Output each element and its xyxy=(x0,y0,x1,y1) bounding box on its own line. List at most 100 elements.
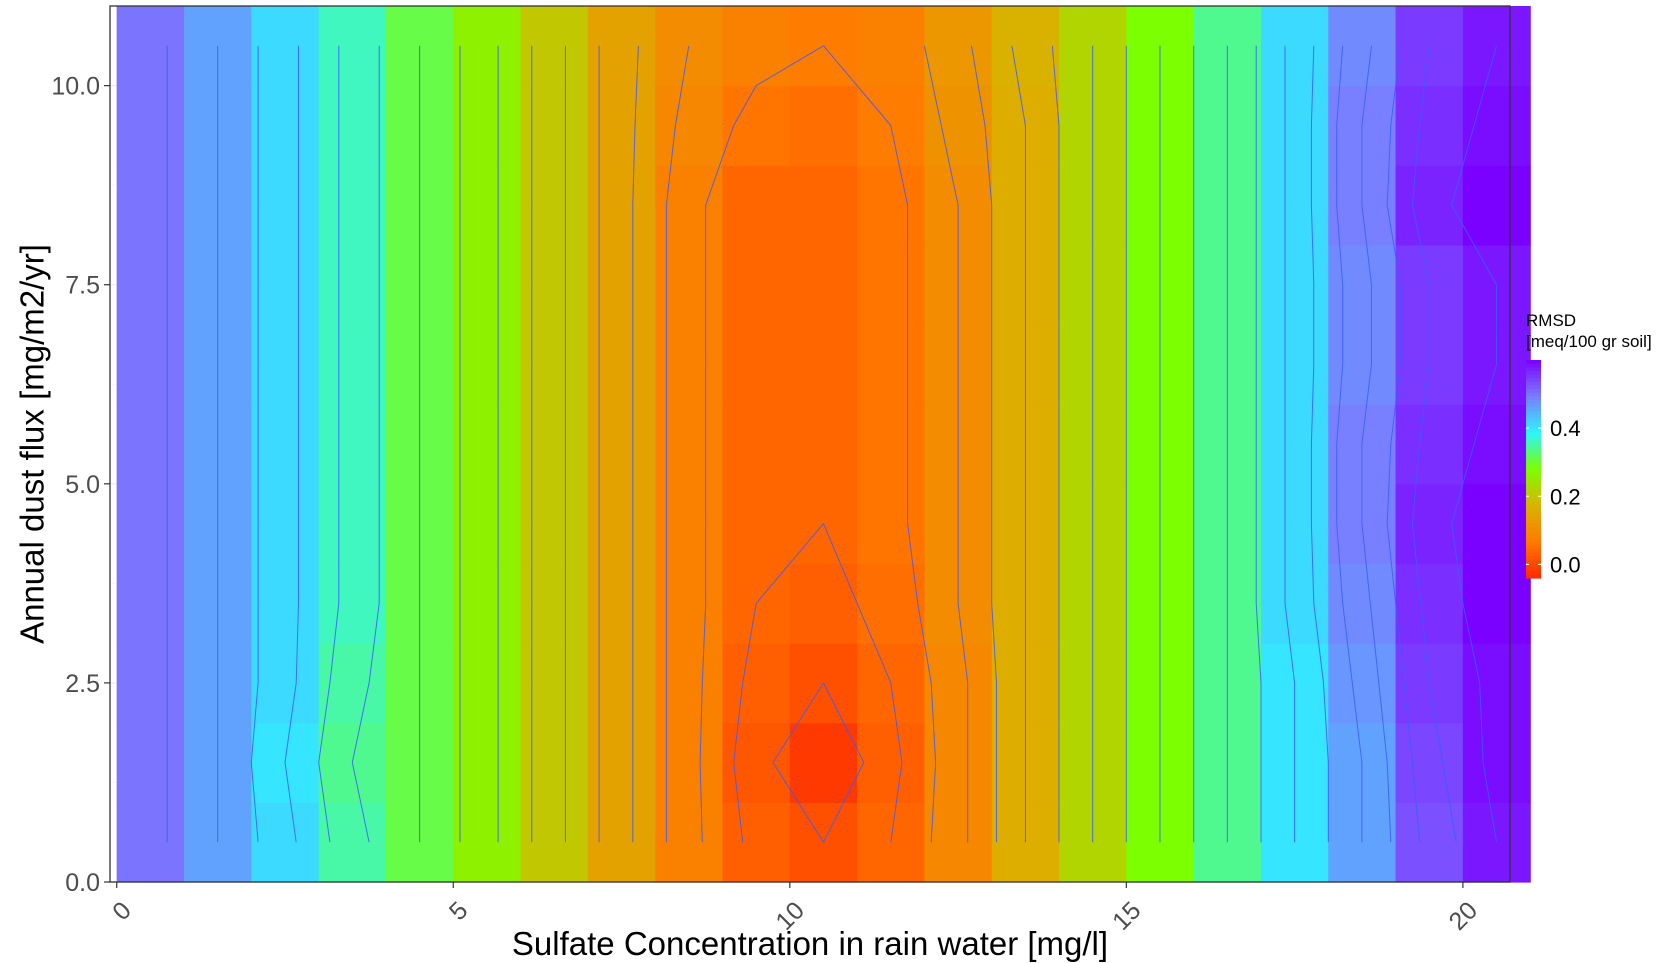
heatmap-cell xyxy=(1395,404,1464,485)
heatmap-cell xyxy=(116,643,185,724)
heatmap-cell xyxy=(1260,6,1329,87)
y-axis-title: Annual dust flux [mg/m2/yr] xyxy=(14,244,51,644)
colorbar-segment xyxy=(1526,469,1541,474)
contour-line xyxy=(419,45,1195,843)
colorbar-segment xyxy=(1526,570,1541,575)
colorbar-segment xyxy=(1526,465,1541,470)
heatmap-cell xyxy=(116,244,185,326)
heatmap-cell xyxy=(1395,85,1464,166)
colorbar-segment xyxy=(1526,487,1541,492)
heatmap-cell xyxy=(520,324,589,405)
heatmap-cell xyxy=(318,324,387,405)
colorbar-segment xyxy=(1526,498,1541,503)
heatmap-cell xyxy=(587,165,656,246)
heatmap-cell xyxy=(655,244,724,326)
heatmap-cell xyxy=(116,802,185,883)
colorbar-segment xyxy=(1526,363,1541,368)
heatmap-cell xyxy=(318,165,387,246)
heatmap-cell xyxy=(857,244,926,326)
contour-line xyxy=(250,45,1329,843)
heatmap-cell xyxy=(789,324,858,405)
heatmap-cell xyxy=(520,643,589,724)
heatmap-cell xyxy=(251,802,320,883)
heatmap-cell xyxy=(655,404,724,485)
colorbar-segment xyxy=(1526,552,1541,557)
heatmap-cell xyxy=(116,6,185,87)
heatmap-cell xyxy=(251,6,320,87)
heatmap-cell xyxy=(655,165,724,246)
colorbar-segment xyxy=(1526,530,1541,535)
colorbar-segment xyxy=(1526,567,1541,572)
colorbar-segment xyxy=(1526,432,1541,437)
colorbar-segment xyxy=(1526,418,1541,423)
heatmap-cell xyxy=(116,165,185,246)
heatmap-cell xyxy=(587,802,656,883)
heatmap-cell xyxy=(722,722,791,803)
heatmap-cell xyxy=(116,404,185,485)
colorbar-segment xyxy=(1526,458,1541,463)
heatmap-cell xyxy=(857,165,926,246)
heatmap-cell xyxy=(116,85,185,166)
heatmap-cell xyxy=(520,483,589,565)
colorbar-segment xyxy=(1526,429,1541,434)
colorbar-segment xyxy=(1526,476,1541,481)
heatmap-cell xyxy=(722,165,791,246)
heatmap-cell xyxy=(1260,483,1329,565)
heatmap-cell xyxy=(251,85,320,166)
heatmap-cell xyxy=(587,85,656,166)
heatmap-cell xyxy=(1328,6,1397,87)
colorbar-segment xyxy=(1526,392,1541,397)
heatmap-cell xyxy=(520,85,589,166)
heatmap-cell xyxy=(1462,643,1531,724)
contour-line xyxy=(772,682,865,843)
y-tick-label: 10.0 xyxy=(51,73,100,101)
heatmap-cell xyxy=(991,6,1060,87)
colorbar-segment xyxy=(1526,461,1541,466)
heatmap-cell xyxy=(857,6,926,87)
heatmap-cell xyxy=(655,802,724,883)
contour-line xyxy=(665,45,969,843)
contour-line xyxy=(1411,45,1457,843)
heatmap-cell xyxy=(453,722,522,803)
colorbar-segment xyxy=(1526,450,1541,456)
heatmap-cell xyxy=(1395,483,1464,565)
heatmap-cell xyxy=(318,6,387,87)
heatmap-cell xyxy=(722,802,791,883)
heatmap-cell xyxy=(587,6,656,87)
colorbar-segment xyxy=(1526,574,1541,579)
colorbar-segment xyxy=(1526,439,1541,445)
colorbar-segment xyxy=(1526,494,1541,499)
heatmap-cell xyxy=(116,483,185,565)
heatmap-cell xyxy=(453,563,522,644)
heatmap-cell xyxy=(789,802,858,883)
y-tick-label: 2.5 xyxy=(65,670,100,698)
heatmap-cell xyxy=(655,643,724,724)
legend-title: RMSD xyxy=(1526,311,1576,330)
heatmap-cell xyxy=(857,722,926,803)
heatmap-cell xyxy=(1260,563,1329,644)
heatmap-cell xyxy=(857,324,926,405)
heatmap-cell xyxy=(520,404,589,485)
heatmap-cell xyxy=(520,6,589,87)
heatmap-cell xyxy=(655,483,724,565)
contour-line xyxy=(632,45,997,843)
colorbar-segment xyxy=(1526,374,1541,379)
heatmap-cell xyxy=(857,404,926,485)
heatmap-cell xyxy=(318,643,387,724)
heatmap-cell xyxy=(453,404,522,485)
heatmap-cell xyxy=(655,563,724,644)
heatmap-cell xyxy=(318,802,387,883)
heatmap-cell xyxy=(1462,722,1531,803)
colorbar-segment xyxy=(1526,410,1541,416)
heatmap-cell xyxy=(251,165,320,246)
heatmap-cell xyxy=(453,165,522,246)
colorbar-segment xyxy=(1526,425,1541,430)
heatmap-cell xyxy=(789,85,858,166)
colorbar-segment xyxy=(1526,490,1541,496)
heatmap-cell xyxy=(857,802,926,883)
heatmap-cell xyxy=(251,244,320,326)
y-tick-label: 5.0 xyxy=(65,471,100,499)
colorbar-segment xyxy=(1526,479,1541,485)
